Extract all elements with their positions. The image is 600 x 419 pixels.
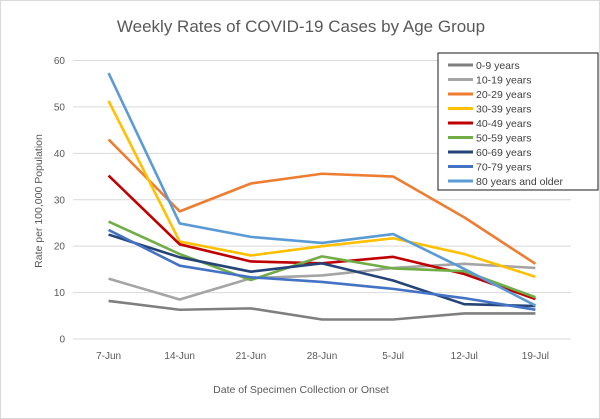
x-tick-label: 28-Jun: [307, 351, 338, 362]
legend-entry: 30-39 years: [476, 103, 531, 115]
y-tick-label: 20: [54, 242, 66, 253]
y-tick-label: 0: [59, 335, 65, 346]
series-line-20-29-years: [107, 138, 537, 265]
legend-entry: 40-49 years: [476, 118, 531, 130]
y-tick-label: 10: [54, 288, 66, 299]
x-tick-label: 14-Jun: [164, 351, 195, 362]
legend-entry: 20-29 years: [476, 89, 531, 101]
y-tick-label: 40: [54, 149, 66, 160]
legend-entry: 80 years and older: [476, 176, 563, 188]
series-line-70-79-years: [107, 228, 536, 312]
series-line-50-59-years: [108, 220, 536, 299]
legend-entry: 0-9 years: [476, 60, 520, 72]
legend-entry: 50-59 years: [476, 132, 531, 144]
y-axis-label: Rate per 100,000 Population: [33, 134, 45, 268]
chart-title: Weekly Rates of COVID-19 Cases by Age Gr…: [117, 17, 485, 36]
y-tick-label: 60: [54, 56, 66, 67]
y-tick-label: 50: [54, 102, 66, 113]
legend-entry: 10-19 years: [476, 74, 531, 86]
legend: 0-9 years 10-19 years 20-29 years 30-39 yea…: [437, 52, 599, 191]
x-tick-label: 12-Jul: [451, 351, 478, 362]
series-line-80-years-and-older: [107, 72, 537, 307]
x-tick-label: 19-Jul: [522, 351, 549, 362]
y-tick-label: 30: [54, 195, 66, 206]
x-tick-label: 5-Jul: [382, 351, 404, 362]
legend-entry: 70-79 years: [476, 161, 531, 173]
x-tick-label: 7-Jun: [96, 351, 121, 362]
legend-entry: 60-69 years: [476, 147, 531, 159]
series-line-60-69-years: [108, 233, 536, 308]
series-line-40-49-years: [107, 174, 536, 301]
x-axis-label: Date of Specimen Collection or Onset: [213, 384, 389, 396]
x-tick-label: 21-Jun: [236, 351, 267, 362]
series-line-0-9-years: [108, 299, 536, 321]
series-line-10-19-years: [108, 262, 536, 301]
series-line-30-39-years: [107, 100, 536, 279]
